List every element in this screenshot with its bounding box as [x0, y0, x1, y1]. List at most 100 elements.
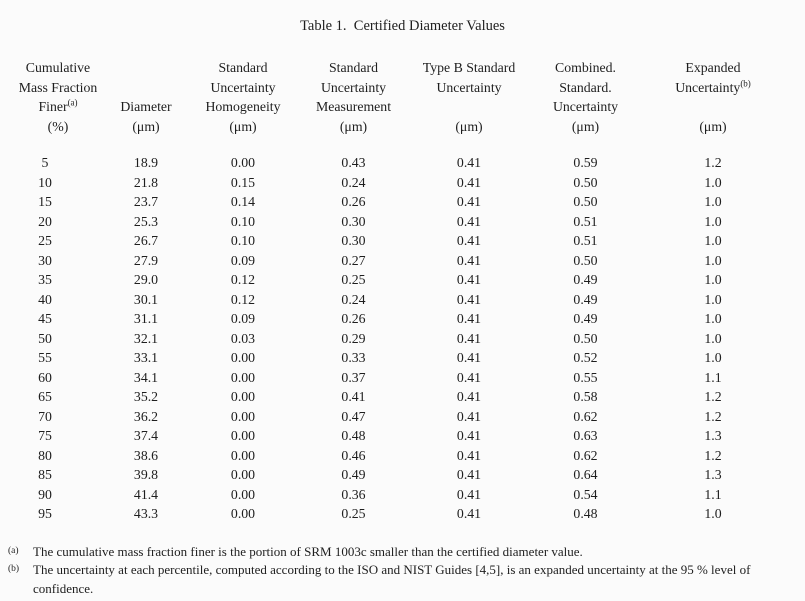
table-cell: 0.50: [573, 330, 598, 346]
table-cell: 0.26: [341, 194, 366, 209]
header-line: Uncertainty: [320, 79, 387, 95]
table-cell: 23.7: [133, 194, 159, 209]
table-cell: 0.15: [230, 174, 256, 190]
table-cell: 0.50: [573, 174, 598, 190]
footnote-b-marker: (b): [8, 564, 20, 574]
table-cell: 1.0: [704, 194, 722, 209]
table-cell: 1.3: [704, 428, 722, 443]
table-cell: 27.9: [133, 252, 159, 268]
table-cell: 33.1: [133, 350, 159, 365]
table-cell: 0.30: [341, 213, 366, 229]
table-cell: 31.1: [133, 311, 159, 326]
table-cell: 0.26: [341, 311, 366, 326]
table-cell: 0.41: [456, 194, 482, 209]
table-cell: 0.09: [230, 252, 256, 268]
table-cell: 41.4: [133, 486, 159, 502]
table-cell: 1.0: [704, 291, 722, 307]
table-cell: 1.0: [704, 213, 722, 229]
table-cell: 0.43: [341, 155, 366, 170]
table-cell: 1.0: [704, 272, 722, 287]
table-cell: 0.41: [456, 233, 482, 248]
table-cell: 0.00: [230, 369, 256, 385]
table-cell: 1.0: [704, 506, 722, 521]
table-cell: 35.2: [133, 389, 159, 404]
header-line: (%): [47, 118, 69, 134]
header-line: Uncertainty: [210, 79, 276, 95]
table-cell: 75: [38, 428, 52, 443]
table-cell: 0.00: [230, 428, 256, 443]
header-line: (μm): [455, 118, 483, 134]
table-row: 65 35.2 0.00 0.41 0.41 0.58 1.2: [15, 387, 781, 407]
header-line: Uncertainty: [436, 79, 502, 95]
table-cell: 0.14: [230, 194, 256, 209]
header-line: (μm): [339, 118, 368, 134]
header-cell-2: Standard Uncertainty Homogeneity (μm): [191, 58, 295, 153]
table-cell: 0.62: [573, 408, 598, 424]
table-cell: 1.0: [704, 252, 722, 268]
table-cell: 70: [38, 408, 52, 424]
table-cell: 1.2: [704, 408, 722, 424]
table-cell: 0.54: [573, 486, 598, 502]
table-cell: 0.00: [230, 155, 256, 170]
table-cell: 0.41: [456, 408, 482, 424]
table-cell: 65: [38, 389, 52, 404]
table-cell: 0.33: [341, 350, 366, 365]
table-cell: 0.55: [573, 369, 598, 385]
table-cell: 95: [38, 506, 52, 521]
table-cell: 37.4: [133, 428, 159, 443]
table-cell: 36.2: [133, 408, 159, 424]
header-line: Diameter: [120, 99, 172, 114]
header-line: [101, 78, 191, 98]
table-cell: 80: [38, 447, 52, 463]
table-cell: 0.48: [573, 506, 598, 521]
header-line: Cumulative: [25, 60, 91, 75]
table-cell: 1.0: [704, 233, 722, 248]
header-line: Standard.: [559, 79, 612, 95]
table-cell: 29.0: [133, 272, 159, 287]
table-cell: 0.41: [456, 350, 482, 365]
table-row: 20 25.3 0.10 0.30 0.41 0.51 1.0: [15, 212, 781, 232]
table-cell: 0.41: [456, 467, 482, 482]
table-cell: 50: [38, 330, 52, 346]
table-cell: 0.37: [341, 369, 366, 385]
table-cell: 32.1: [133, 330, 159, 346]
header-line: Expanded: [685, 60, 741, 75]
table-body: 5 18.9 0.00 0.43 0.41 0.59 1.2 10 21.8 0.15 0.24 0.…: [15, 153, 781, 524]
table-cell: 0.00: [230, 467, 256, 482]
table-row: 40 30.1 0.12 0.24 0.41 0.49 1.0: [15, 290, 781, 310]
header-line: [645, 97, 781, 117]
table-cell: 0.10: [230, 233, 256, 248]
table-cell: 0.63: [573, 428, 598, 443]
table-cell: 0.50: [573, 194, 598, 209]
table-row: 15 23.7 0.14 0.26 0.41 0.50 1.0: [15, 192, 781, 212]
table-cell: 1.1: [704, 369, 722, 385]
table-cell: 15: [38, 194, 52, 209]
table-cell: 0.41: [456, 369, 482, 385]
table-row: 60 34.1 0.00 0.37 0.41 0.55 1.1: [15, 368, 781, 388]
header-line: Finer(a): [38, 97, 78, 114]
table-header: Cumulative Mass Fraction Finer(a) (%) Diamet…: [15, 58, 781, 153]
table-cell: 0.36: [341, 486, 366, 502]
table-cell: 0.27: [341, 252, 366, 268]
header-footnote-marker: (a): [67, 97, 78, 108]
header-line: (μm): [571, 118, 600, 134]
certified-diameter-table: Cumulative Mass Fraction Finer(a) (%) Diamet…: [15, 58, 781, 524]
table-cell: 40: [38, 291, 52, 307]
header-line: Mass Fraction: [18, 79, 98, 95]
header-cell-0: Cumulative Mass Fraction Finer(a) (%): [15, 58, 101, 153]
table-cell: 20: [38, 213, 52, 229]
table-cell: 90: [38, 486, 52, 502]
header-cell-6: Expanded Uncertainty(b) (μm): [645, 58, 781, 153]
table-cell: 0.41: [456, 213, 482, 229]
footnote-a-marker: (a): [8, 545, 19, 556]
table-cell: 85: [38, 467, 52, 482]
table-cell: 60: [38, 369, 52, 385]
table-cell: 10: [38, 174, 52, 190]
header-line: Type B Standard: [422, 60, 516, 75]
table-cell: 0.24: [341, 174, 366, 190]
table-cell: 0.25: [341, 272, 366, 287]
table-cell: 34.1: [133, 369, 159, 385]
table-cell: 0.41: [456, 447, 482, 463]
header-line: Combined.: [555, 60, 616, 75]
